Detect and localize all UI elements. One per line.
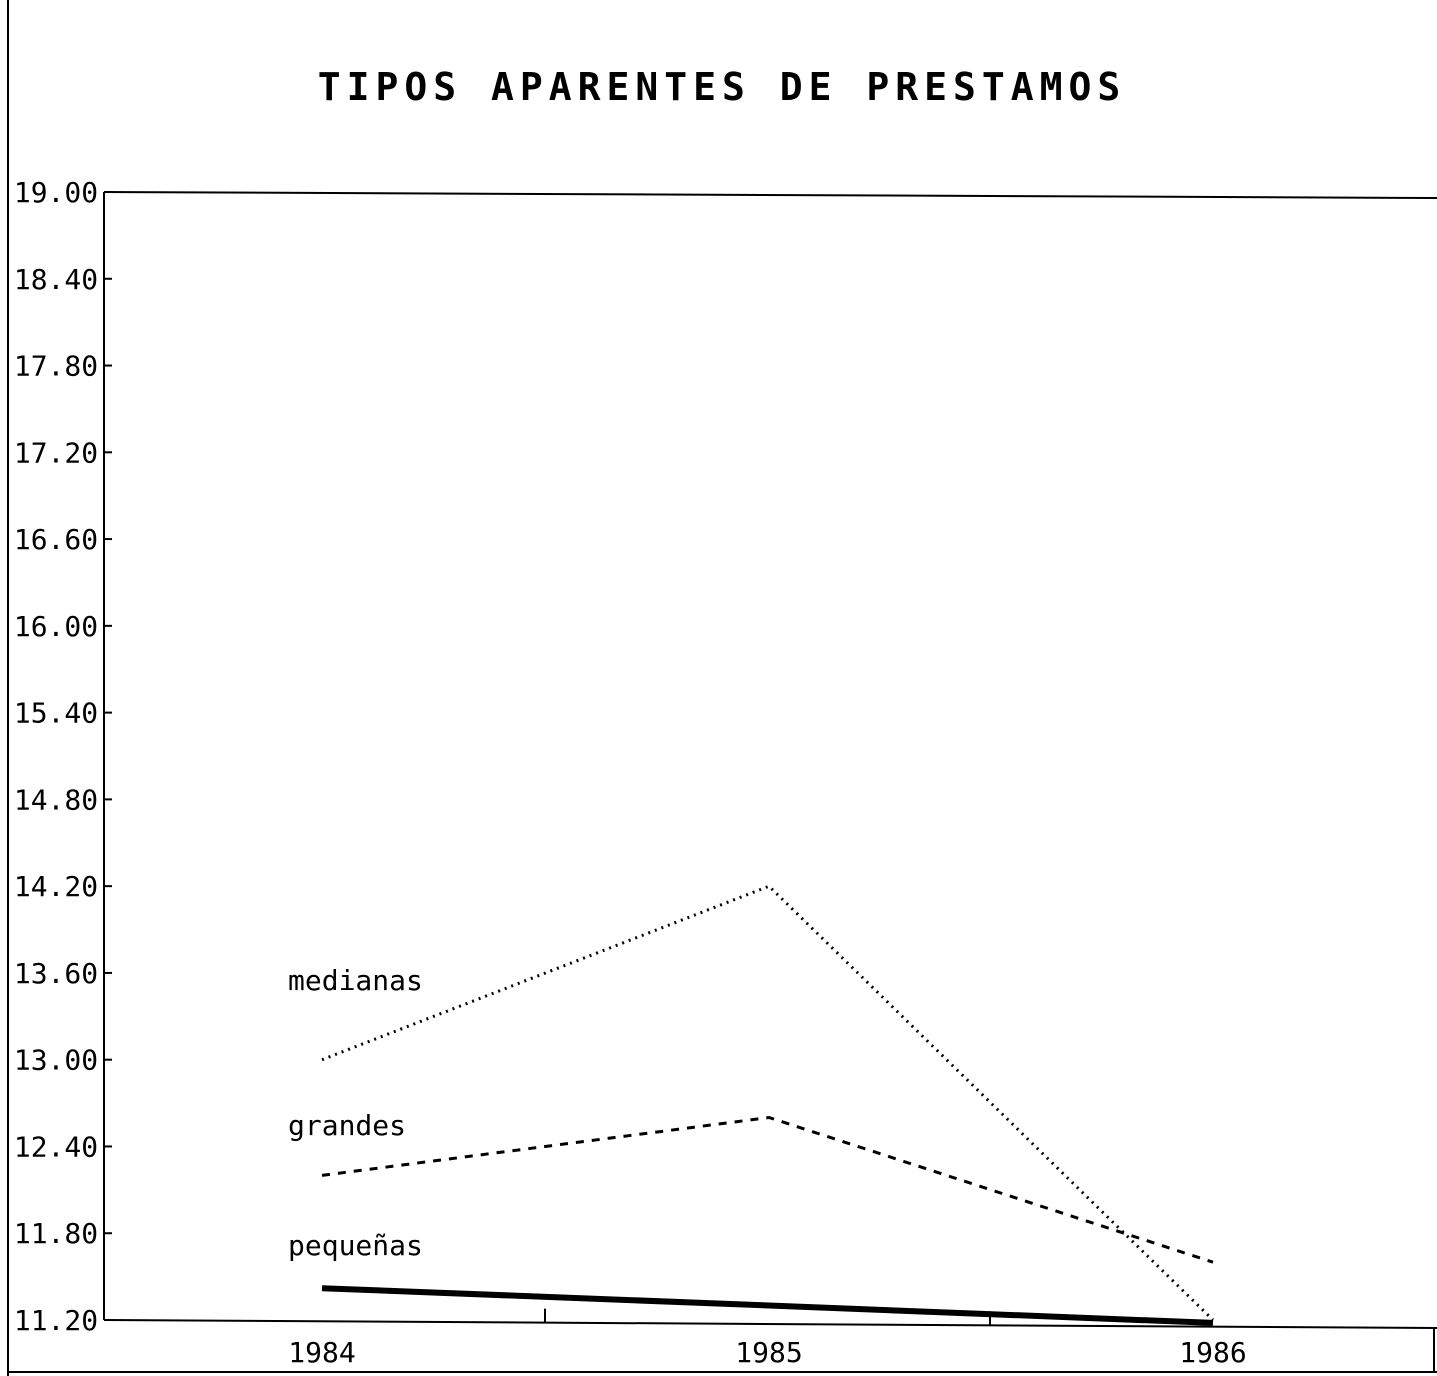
series-label: pequeñas	[288, 1229, 423, 1262]
y-tick-label: 15.40	[14, 697, 98, 730]
y-tick-label: 11.20	[14, 1304, 98, 1337]
y-tick-label: 19.00	[14, 176, 98, 209]
plot-axes	[103, 191, 1437, 1372]
series-label: grandes	[288, 1109, 406, 1142]
y-tick-label: 13.00	[14, 1044, 98, 1077]
y-tick-label: 14.80	[14, 783, 98, 816]
series-line-pequenas	[321, 1285, 1214, 1326]
series-line-grandes	[321, 1116, 1214, 1264]
y-tick-label: 13.60	[14, 957, 98, 990]
y-tick-label: 17.80	[14, 350, 98, 383]
x-tick-label: 1985	[735, 1336, 802, 1369]
x-axis-line	[103, 1319, 1437, 1329]
y-tick-label: 11.80	[14, 1217, 98, 1250]
y-tick-label: 17.20	[14, 436, 98, 469]
x-tick-label: 1984	[288, 1336, 355, 1369]
x-axis-ticks: 1984 1985 1986	[288, 1308, 1247, 1369]
series-line-medianas	[321, 884, 1215, 1322]
chart-title: TIPOS APARENTES DE PRESTAMOS	[318, 65, 1127, 109]
series-label: medianas	[288, 964, 423, 997]
y-tick-label: 12.40	[14, 1130, 98, 1163]
y-tick-label: 16.00	[14, 610, 98, 643]
plot-top-border	[103, 191, 1437, 199]
y-tick-label: 16.60	[14, 523, 98, 556]
y-tick-label: 18.40	[14, 263, 98, 296]
series-lines	[321, 884, 1215, 1326]
series-labels: medianas grandes pequeñas	[288, 964, 423, 1262]
y-axis-ticks: 19.00 18.40 17.80 17.20 16.60 16.00 15.40 14.80…	[14, 176, 112, 1337]
y-tick-label: 14.20	[14, 870, 98, 903]
x-tick-label: 1986	[1179, 1336, 1246, 1369]
